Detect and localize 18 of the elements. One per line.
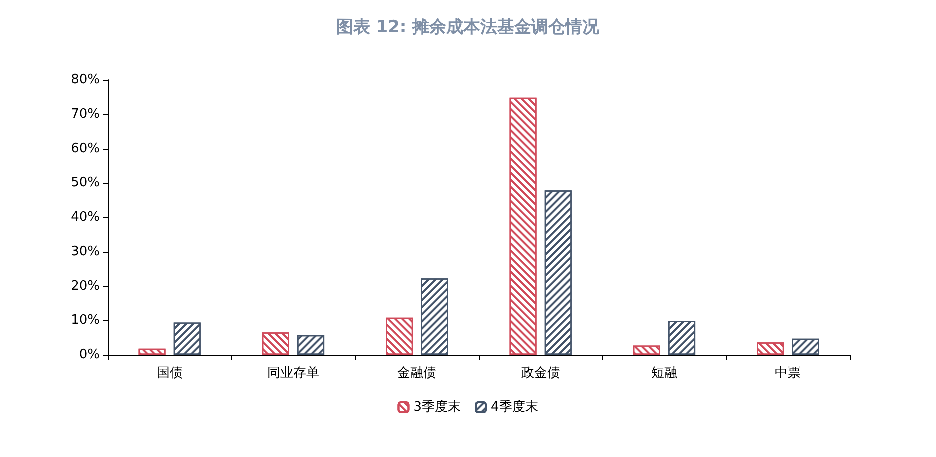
y-tick-label: 0% <box>79 348 100 362</box>
y-tick-label: 60% <box>71 141 100 156</box>
legend-label: 3季度末 <box>414 399 462 415</box>
legend-label: 4季度末 <box>491 399 538 415</box>
y-tick-label: 50% <box>71 176 100 191</box>
chart-title: 图表 12: 摊余成本法基金调仓情况 <box>336 18 601 38</box>
x-tick-label: 短融 <box>652 366 678 381</box>
y-tick-label: 10% <box>71 313 100 328</box>
y-tick-label: 70% <box>71 106 100 122</box>
y-tick-label: 40% <box>71 210 100 225</box>
y-tick-label: 80% <box>71 72 100 88</box>
x-tick-label: 同业存单 <box>268 366 320 381</box>
x-tick-label: 国债 <box>156 366 183 381</box>
x-tick-label: 中票 <box>775 366 802 381</box>
y-tick-label: 30% <box>71 244 100 260</box>
y-tick-label: 20% <box>71 278 100 294</box>
x-tick-label: 金融债 <box>398 366 437 381</box>
x-tick-label: 政金债 <box>521 366 560 381</box>
